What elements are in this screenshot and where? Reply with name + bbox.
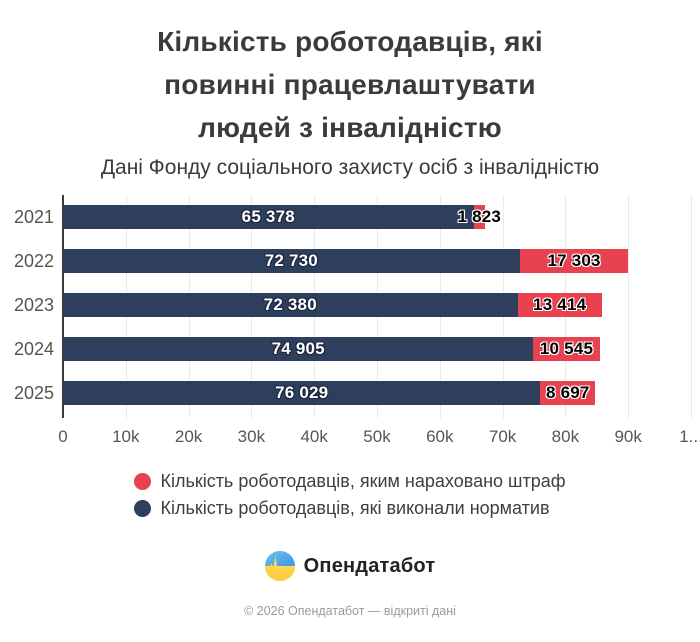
x-axis: 0 10k 20k 30k 40k 50k 60k 70k 80k 90k 1...: [58, 427, 700, 451]
bar-chart: 2021 2022 2023 2024 2025 65 378 1 823 72 730 17…: [0, 195, 700, 453]
x-tick-label: 90k: [614, 427, 642, 446]
brand-name: Опендатабот: [303, 554, 436, 577]
x-tick-label: 10k: [112, 427, 140, 446]
bar-value-fulfilled: 72 380: [263, 295, 317, 314]
gridline: [691, 195, 692, 418]
x-tick-label: 50k: [363, 427, 391, 446]
chart-title-line-1: Кількість роботодавців, які: [157, 26, 543, 57]
chart-title-line-2: повинні працевлаштувати: [164, 69, 536, 100]
bar-segment-fined: [473, 205, 485, 229]
bar-value-fined: 1 823: [457, 207, 502, 226]
legend-item-fulfilled: Кількість роботодавців, які виконали нор…: [134, 495, 565, 522]
bar-value-fulfilled: 76 029: [275, 383, 329, 402]
legend-label-fined: Кількість роботодавців, яким нараховано …: [160, 471, 566, 491]
y-tick-label: 2023: [13, 295, 54, 315]
legend-label-fulfilled: Кількість роботодавців, які виконали нор…: [160, 498, 550, 518]
x-tick-label: 80k: [551, 427, 580, 446]
opendatabot-logo-icon: [264, 551, 295, 581]
x-tick-label: 1...: [679, 427, 700, 446]
bar-value-fined: 8 697: [545, 383, 590, 402]
bar-segment-fulfilled: [63, 205, 474, 229]
x-tick-label: 30k: [237, 427, 266, 446]
legend-item-fined: Кількість роботодавців, яким нараховано …: [134, 468, 566, 495]
bar-segment-fulfilled: [63, 293, 518, 317]
y-axis: 2021 2022 2023 2024 2025: [0, 195, 54, 415]
bar-segment-fulfilled: [63, 249, 520, 273]
bar-value-fulfilled: 74 905: [271, 339, 325, 358]
bar-value-fined: 13 414: [533, 295, 587, 314]
x-tick-label: 40k: [300, 427, 328, 446]
bar-value-fined: 17 303: [547, 251, 601, 270]
bar-value-fulfilled: 72 730: [264, 251, 318, 270]
bar-segment-fined: [517, 293, 602, 317]
bar-value-fined: 10 545: [539, 339, 594, 358]
copyright-text: © 2026 Опендатабот — відкриті дані: [244, 604, 456, 618]
bar-segment-fined: [540, 381, 596, 405]
bar-value-fulfilled: 65 378: [241, 207, 295, 226]
x-tick-label: 60k: [426, 427, 454, 446]
legend: Кількість роботодавців, яким нараховано …: [134, 468, 566, 522]
bar-segment-fined: [533, 337, 600, 361]
legend-dot-fulfilled-icon: [134, 500, 152, 517]
chart-subtitle: Дані Фонду соціального захисту осіб з ін…: [100, 156, 600, 179]
y-tick-label: 2025: [13, 383, 54, 403]
brand-footer: Опендатабот: [0, 551, 700, 581]
x-tick-label: 0: [58, 427, 68, 446]
chart-title-line-3: людей з інвалідністю: [198, 112, 502, 143]
y-tick-label: 2021: [13, 207, 54, 227]
bar-segment-fulfilled: [63, 381, 541, 405]
x-tick-label: 20k: [174, 427, 203, 446]
bar-segment-fulfilled: [63, 337, 534, 361]
header: Кількість роботодавців, які повинні прац…: [0, 0, 700, 182]
plot-area: 65 378 1 823 72 730 17 303 72 380 13 414 74 90…: [62, 195, 692, 418]
bar-segment-fined: [519, 249, 629, 273]
y-tick-label: 2022: [13, 251, 54, 271]
gridline: [628, 195, 630, 418]
legend-dot-fined-icon: [134, 473, 152, 490]
y-tick-label: 2024: [13, 339, 54, 359]
x-tick-label: 70k: [488, 427, 517, 446]
